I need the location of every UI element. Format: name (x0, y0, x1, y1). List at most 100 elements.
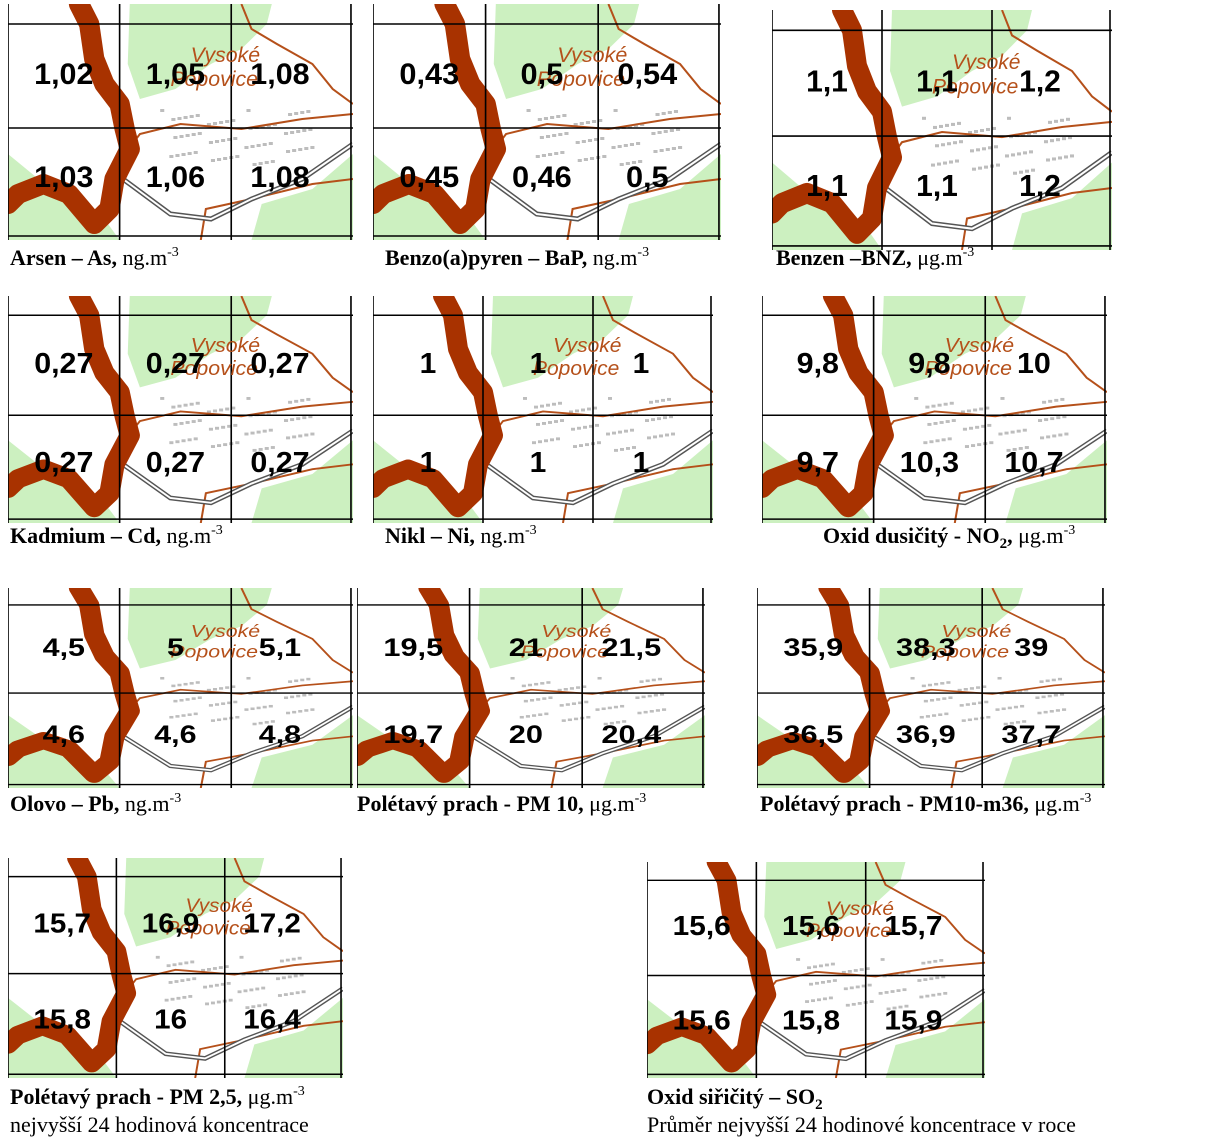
cell-value: 5,1 (259, 633, 301, 661)
forest-area (477, 588, 624, 669)
grid-lines (8, 296, 353, 523)
municipal-border (373, 4, 507, 234)
caption-pm25: Polétavý prach - PM 2,5, μg.m-3 (10, 1084, 305, 1113)
map-panel-pm10m: Vysoké Popovice 35,9 38,3 39 36,5 36,9 37,7 (757, 588, 1105, 788)
caption-so2: Oxid siřičitý – SO2 (647, 1085, 823, 1114)
unit: ng.m (160, 523, 212, 548)
grid-lines (647, 862, 985, 1078)
caption-bap: Benzo(a)pyren – BaP, ng.m-3 (385, 245, 650, 274)
map-panel-bap: Vysoké Popovice 0,43 0,5 0,54 0,45 0,46 0,5 (373, 4, 721, 240)
caption-pm10: Polétavý prach - PM 10, μg.m-3 (357, 791, 646, 820)
municipal-border (647, 862, 777, 1073)
cell-value: 0,27 (146, 348, 205, 380)
cell-value: 0,27 (146, 447, 205, 479)
forest-area (251, 715, 353, 788)
cell-value: 15,7 (33, 908, 91, 939)
cell-value: 21 (509, 632, 543, 661)
cell-value: 4,6 (43, 720, 85, 748)
pollutant-name: Benzo(a)pyren – BaP, (385, 245, 588, 270)
cell-value: 0,27 (250, 348, 309, 380)
cell-value: 16 (154, 1004, 187, 1035)
cell-value: 4,5 (43, 633, 85, 661)
pollutant-name: Arsen – As, (10, 245, 117, 270)
cell-value: 15,8 (782, 1006, 840, 1037)
forest-area (251, 154, 353, 240)
unit-exponent: -3 (524, 523, 537, 538)
settlement-area (160, 676, 315, 726)
place-name-line1: Vysoké (185, 896, 252, 917)
cell-value: 15,6 (673, 911, 731, 942)
place-name-line2: Popovice (806, 921, 892, 942)
settlement-area (160, 396, 315, 452)
municipal-border (8, 4, 140, 234)
forest-area (618, 154, 721, 240)
place-name-line1: Vysoké (952, 51, 1020, 74)
cell-value: 1,1 (806, 65, 848, 98)
forest-area (877, 588, 1024, 669)
forest-area (127, 588, 272, 669)
place-name-line1: Vysoké (191, 334, 260, 356)
place-name-line1: Vysoké (541, 622, 611, 642)
cell-value: 0,5 (521, 58, 564, 91)
place-name-line2: Popovice (932, 75, 1018, 98)
cell-value: 1 (420, 347, 437, 379)
caption-pm10m: Polétavý prach - PM10-m36, μg.m-3 (760, 791, 1091, 820)
forest-area (493, 4, 640, 99)
place-name-line2: Popovice (170, 357, 258, 379)
cell-value: 15,9 (884, 1006, 942, 1037)
grid-lines (373, 296, 713, 523)
map-panel-pm10: Vysoké Popovice 19,5 21 21,5 19,7 20 20,4 (357, 588, 705, 788)
caption-cd: Kadmium – Cd, ng.m-3 (10, 523, 223, 552)
cell-value: 1,2 (1019, 170, 1061, 203)
caption-as: Arsen – As, ng.m-3 (10, 245, 179, 274)
cell-value: 1,06 (146, 161, 205, 194)
cell-value: 0,27 (250, 447, 309, 479)
cell-value: 17,2 (243, 908, 301, 939)
unit: μg.m (911, 245, 963, 270)
unit: ng.m (474, 523, 525, 548)
forest-area (1002, 715, 1105, 788)
place-name-line1: Vysoké (941, 622, 1011, 642)
cell-value: 0,27 (34, 447, 93, 479)
forest-area (890, 10, 1032, 107)
place-name-line1: Vysoké (191, 44, 260, 67)
place-name-line2: Popovice (521, 642, 609, 662)
unit: μg.m (583, 791, 635, 816)
unit: ng.m (587, 245, 638, 270)
municipal-border (373, 296, 503, 518)
cell-value: 1,05 (146, 58, 205, 91)
cell-value: 10 (1017, 348, 1051, 380)
cell-value: 15,8 (33, 1004, 91, 1035)
note-so2: Průměr nejvyšší 24 hodinové koncentrace … (647, 1112, 1076, 1137)
place-name-line2: Popovice (533, 357, 619, 380)
forest-area (885, 999, 985, 1078)
cell-value: 1,08 (250, 58, 309, 91)
cell-value: 9,8 (797, 348, 839, 380)
unit-exponent: -3 (637, 245, 650, 260)
forest-area (491, 296, 633, 388)
map-panel-pb: Vysoké Popovice 4,5 5 5,1 4,6 4,6 4,8 (8, 588, 353, 788)
grid-lines (357, 588, 705, 788)
grid-lines (8, 4, 353, 240)
pollutant-name: Oxid dusičitý - NO (823, 523, 1000, 548)
forest-area (127, 4, 272, 99)
cell-value: 0,5 (626, 161, 669, 194)
cell-value: 1,2 (1019, 65, 1061, 98)
cell-value: 1,02 (34, 58, 93, 91)
unit: ng.m (116, 245, 168, 270)
forest-area (124, 858, 265, 947)
cell-value: 39 (1014, 632, 1048, 661)
cell-value: 4,8 (259, 720, 301, 748)
cell-value: 5 (167, 633, 184, 661)
cell-value: 0,45 (399, 161, 459, 194)
unit-exponent: -3 (293, 1084, 305, 1099)
cell-value: 20,4 (601, 720, 661, 749)
cell-value: 35,9 (783, 632, 843, 661)
cell-value: 15,7 (884, 911, 942, 942)
unit: μg.m (242, 1084, 294, 1109)
